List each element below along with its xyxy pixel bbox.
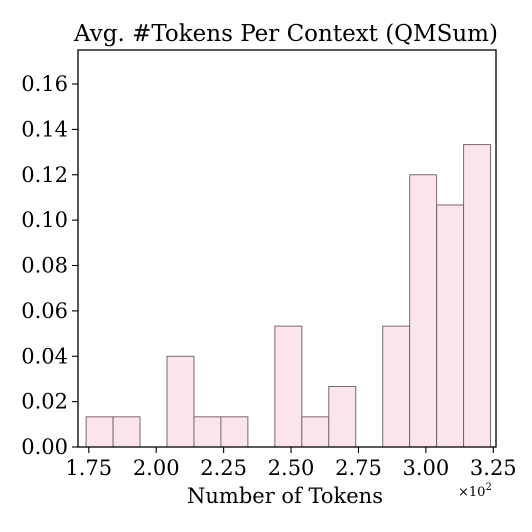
x-axis-multiplier-base: ×10: [458, 485, 485, 500]
x-tick-label-5: 3.00: [403, 456, 450, 480]
x-axis-label: Number of Tokens: [187, 484, 383, 508]
y-tick-label-1: 0.02: [21, 390, 68, 414]
x-tick-label-6: 3.25: [470, 456, 517, 480]
y-tick-label-8: 0.16: [21, 72, 68, 96]
y-tick-label-6: 0.12: [21, 163, 68, 187]
histogram-bar-13: [436, 204, 465, 448]
histogram-bar-9: [328, 385, 357, 448]
histogram-bar-3: [166, 355, 195, 448]
y-tick-label-5: 0.10: [21, 208, 68, 232]
histogram-bar-14: [463, 144, 492, 448]
histogram-bar-5: [220, 416, 249, 448]
y-tick-label-3: 0.06: [21, 299, 68, 323]
histogram-bar-4: [193, 416, 222, 448]
bars-group: [85, 144, 492, 448]
histogram-bar-1: [112, 416, 141, 448]
x-tick-label-4: 2.75: [335, 456, 382, 480]
x-ticks-group: 1.75 2.00 2.25 2.50 2.75 3.00 3.25: [65, 447, 517, 480]
histogram-bar-12: [409, 174, 438, 448]
x-tick-label-2: 2.25: [200, 456, 247, 480]
y-ticks-group: 0.00 0.02 0.04 0.06 0.08 0.10 0.12 0.14 0.16: [21, 72, 78, 459]
x-tick-label-1: 2.00: [133, 456, 180, 480]
x-axis-multiplier: ×102: [458, 482, 492, 500]
plot-frame: [77, 49, 497, 448]
chart-title: Avg. #Tokens Per Context (QMSum): [73, 21, 498, 47]
histogram-bar-8: [301, 416, 330, 448]
histogram-bar-7: [274, 325, 303, 448]
y-tick-label-0: 0.00: [21, 435, 68, 459]
x-axis-multiplier-exponent: 2: [485, 482, 491, 493]
y-tick-label-4: 0.08: [21, 254, 68, 278]
y-tick-label-7: 0.14: [21, 117, 68, 141]
y-tick-label-2: 0.04: [21, 344, 68, 368]
x-tick-label-3: 2.50: [268, 456, 315, 480]
x-tick-label-0: 1.75: [65, 456, 112, 480]
histogram-bar-0: [85, 416, 114, 448]
histogram-bar-11: [382, 325, 411, 448]
